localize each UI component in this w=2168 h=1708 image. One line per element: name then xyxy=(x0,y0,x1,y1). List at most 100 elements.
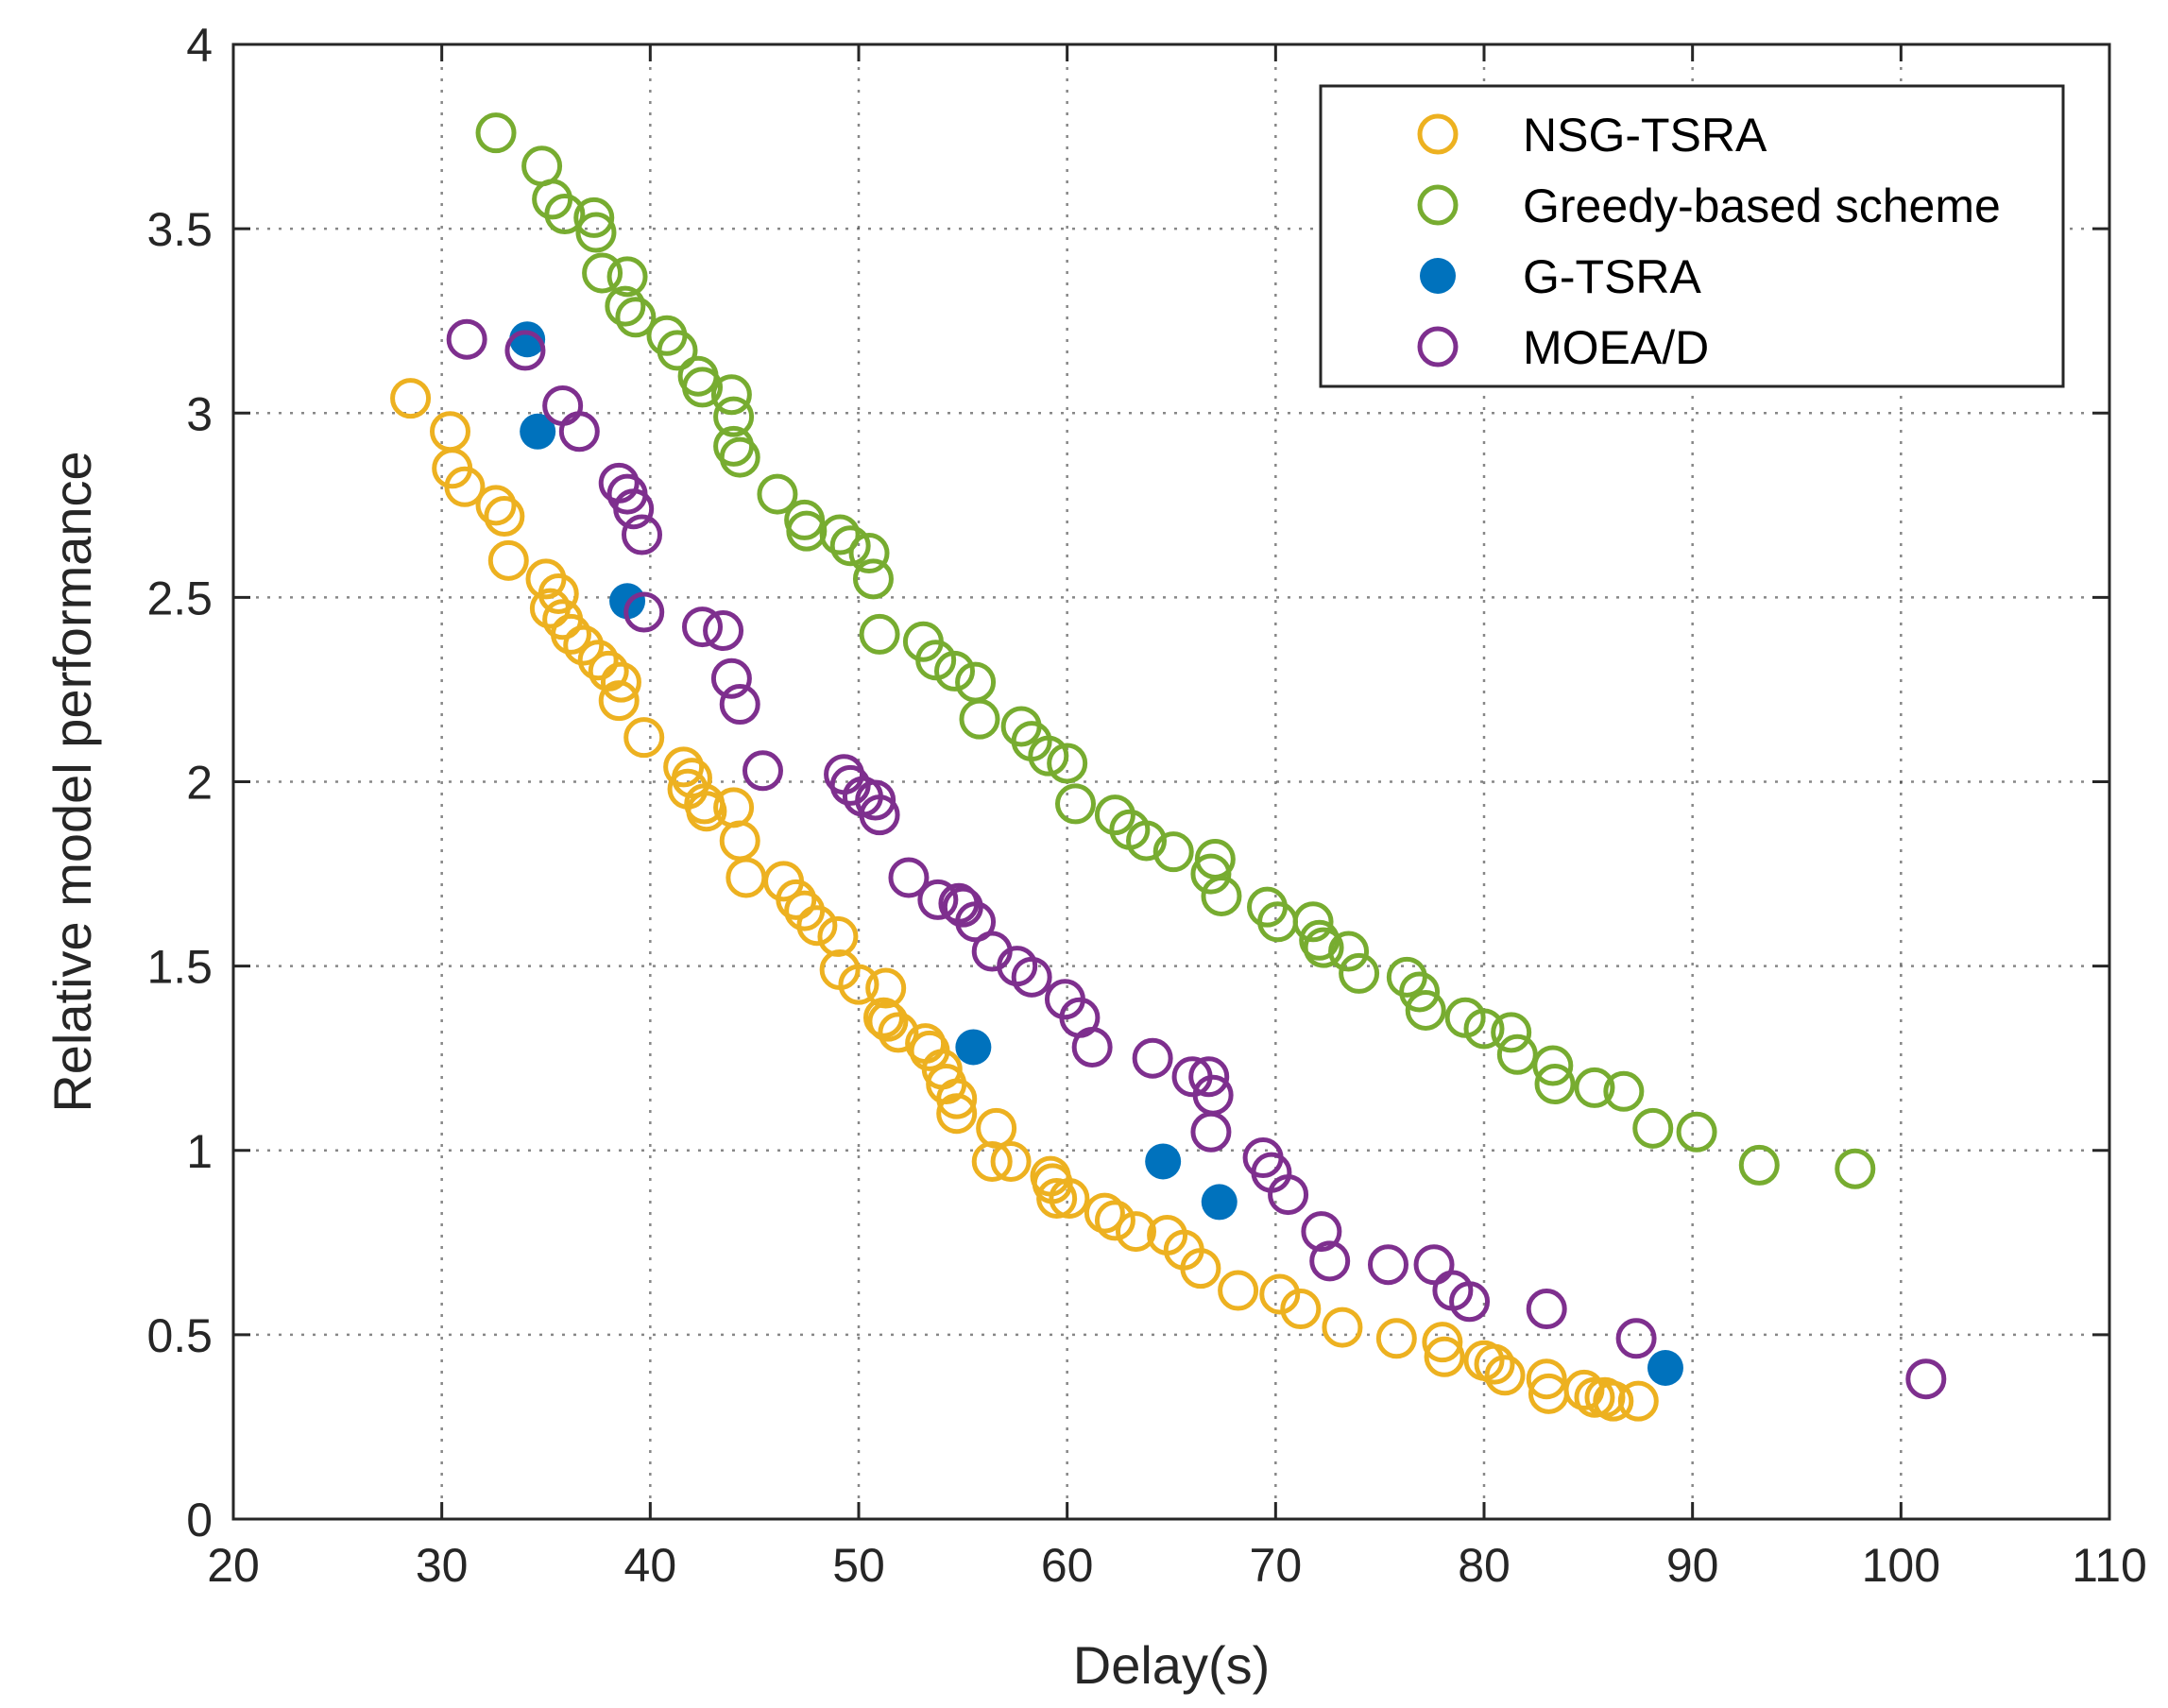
data-point xyxy=(1180,1248,1221,1290)
data-point xyxy=(936,1078,978,1119)
data-point xyxy=(563,624,605,666)
data-point xyxy=(1422,1322,1463,1363)
data-point xyxy=(1449,1281,1491,1323)
legend-marker xyxy=(1417,113,1459,155)
axis-ticks xyxy=(231,43,2111,1521)
data-point xyxy=(1738,1144,1780,1186)
data-point xyxy=(1617,1380,1659,1422)
data-point xyxy=(446,318,487,360)
data-point xyxy=(859,794,900,836)
data-point xyxy=(1047,743,1088,784)
data-point xyxy=(622,514,663,555)
data-point xyxy=(1322,1307,1363,1348)
data-point xyxy=(1339,952,1380,994)
data-point xyxy=(852,558,894,600)
data-point xyxy=(1835,1148,1876,1189)
data-point xyxy=(615,297,657,338)
data-point xyxy=(1190,1111,1232,1153)
data-point xyxy=(1152,831,1194,873)
y-tick-label: 3 xyxy=(186,387,213,440)
legend-label: Greedy-based scheme xyxy=(1523,179,2001,232)
data-point xyxy=(1526,1358,1567,1400)
legend-marker xyxy=(1420,258,1456,294)
legend-box xyxy=(1319,84,2065,388)
data-point xyxy=(1424,1336,1465,1377)
data-point xyxy=(1309,1240,1351,1282)
data-point xyxy=(796,905,838,947)
data-point xyxy=(1676,1111,1717,1153)
y-tick-label: 4 xyxy=(186,19,213,72)
data-point xyxy=(959,698,1000,740)
series-moea-d xyxy=(446,318,1947,1400)
legend-label: MOEA/D xyxy=(1523,321,1709,374)
data-point xyxy=(1292,901,1334,943)
data-point xyxy=(888,857,930,898)
data-point xyxy=(1011,956,1052,998)
data-point xyxy=(1647,1349,1683,1386)
data-point xyxy=(710,658,752,699)
data-point xyxy=(719,436,760,478)
data-point xyxy=(1574,1376,1615,1418)
series-greedy-based-scheme xyxy=(475,112,1876,1189)
data-point xyxy=(1367,1244,1408,1286)
data-point xyxy=(817,915,859,957)
data-point xyxy=(710,374,752,416)
data-point xyxy=(1190,853,1232,895)
y-tick-label: 0.5 xyxy=(146,1309,213,1362)
data-point xyxy=(1603,1070,1645,1112)
data-point xyxy=(1632,1107,1674,1149)
data-point xyxy=(544,194,586,235)
data-point xyxy=(971,1140,1013,1182)
tick-labels: 20 30 40 50 60 70 80 90 100 110 0 0.5 1 1.5 2 2.5 3 3.5 4 xyxy=(146,19,2146,1592)
data-point xyxy=(509,321,546,358)
data-point xyxy=(1094,1200,1135,1241)
data-point xyxy=(1084,1192,1125,1234)
x-tick-label: 40 xyxy=(624,1539,677,1592)
data-point xyxy=(1115,1211,1156,1253)
data-point xyxy=(1132,1037,1173,1079)
data-point xyxy=(1268,1174,1309,1216)
data-point xyxy=(742,750,783,792)
data-point xyxy=(623,717,665,759)
data-point xyxy=(657,330,698,371)
data-point xyxy=(550,613,591,655)
x-tick-label: 70 xyxy=(1250,1539,1303,1592)
data-point xyxy=(663,746,705,788)
y-tick-label: 0 xyxy=(186,1494,213,1546)
y-tick-label: 3.5 xyxy=(146,203,213,256)
data-point xyxy=(1201,875,1242,916)
data-point xyxy=(1532,1045,1574,1086)
data-point xyxy=(917,879,959,920)
data-point xyxy=(1474,1343,1515,1385)
series-nsg-tsra xyxy=(390,378,1659,1422)
y-tick-label: 1.5 xyxy=(146,941,213,994)
data-point xyxy=(1615,1318,1657,1359)
data-point xyxy=(577,640,619,681)
y-tick-label: 2.5 xyxy=(146,572,213,624)
x-tick-label: 20 xyxy=(207,1539,260,1592)
data-point xyxy=(1303,927,1344,968)
data-point xyxy=(1484,1355,1526,1396)
data-point xyxy=(703,609,744,651)
data-point xyxy=(990,1140,1032,1182)
data-point xyxy=(1094,794,1135,836)
x-tick-label: 60 xyxy=(1041,1539,1094,1592)
data-point xyxy=(588,650,629,692)
data-point xyxy=(1463,1008,1505,1050)
x-axis-title: Delay(s) xyxy=(1073,1635,1270,1695)
data-point xyxy=(867,1000,909,1042)
data-point xyxy=(757,473,798,515)
data-point xyxy=(529,588,571,629)
legend-marker xyxy=(1417,326,1459,367)
data-point xyxy=(776,879,817,920)
data-point xyxy=(859,613,900,655)
data-point xyxy=(600,661,641,703)
data-point xyxy=(613,488,655,530)
data-point xyxy=(1534,1064,1576,1105)
data-point xyxy=(1028,735,1069,777)
data-point xyxy=(558,411,600,453)
data-point xyxy=(955,1029,992,1066)
data-point xyxy=(1201,1184,1238,1221)
data-point xyxy=(878,1012,919,1053)
y-tick-label: 1 xyxy=(186,1125,213,1178)
